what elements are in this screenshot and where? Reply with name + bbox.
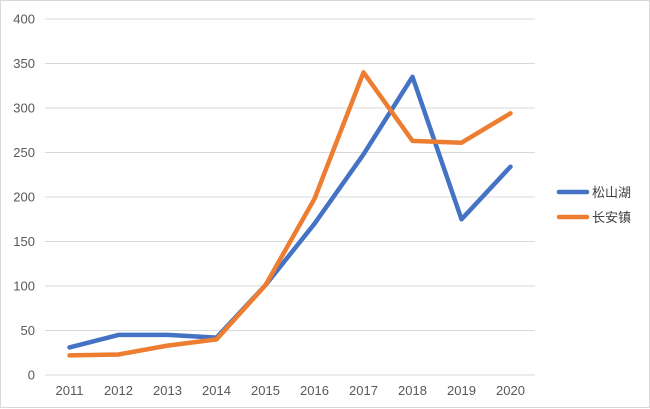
y-tick-label: 400 xyxy=(13,12,35,27)
x-tick-label: 2018 xyxy=(398,383,427,398)
x-axis-ticks: 2011 2012 2013 2014 2015 2016 2017 2018 2019 2020 xyxy=(56,383,525,398)
y-tick-label: 300 xyxy=(13,101,35,116)
gridlines xyxy=(45,18,535,376)
x-tick-label: 2015 xyxy=(251,383,280,398)
series-line-0 xyxy=(67,74,513,350)
y-axis-ticks: 0 50 100 150 200 250 300 350 400 xyxy=(13,12,35,383)
legend-label: 长安镇 xyxy=(592,211,631,226)
series-line-1 xyxy=(67,70,513,358)
y-tick-label: 350 xyxy=(13,56,35,71)
y-tick-label: 150 xyxy=(13,234,35,249)
x-tick-label: 2017 xyxy=(349,383,378,398)
series-lines xyxy=(67,70,513,358)
x-tick-label: 2012 xyxy=(104,383,133,398)
x-tick-label: 2016 xyxy=(300,383,329,398)
y-tick-label: 100 xyxy=(13,279,35,294)
x-tick-label: 2020 xyxy=(496,383,525,398)
x-tick-label: 2019 xyxy=(447,383,476,398)
x-tick-label: 2014 xyxy=(202,383,231,398)
x-tick-label: 2013 xyxy=(153,383,182,398)
y-tick-label: 250 xyxy=(13,145,35,160)
legend-label: 松山湖 xyxy=(592,186,631,201)
y-tick-label: 0 xyxy=(28,368,35,383)
x-tick-label: 2011 xyxy=(56,383,84,398)
y-tick-label: 200 xyxy=(13,190,35,205)
y-tick-label: 50 xyxy=(21,323,35,338)
